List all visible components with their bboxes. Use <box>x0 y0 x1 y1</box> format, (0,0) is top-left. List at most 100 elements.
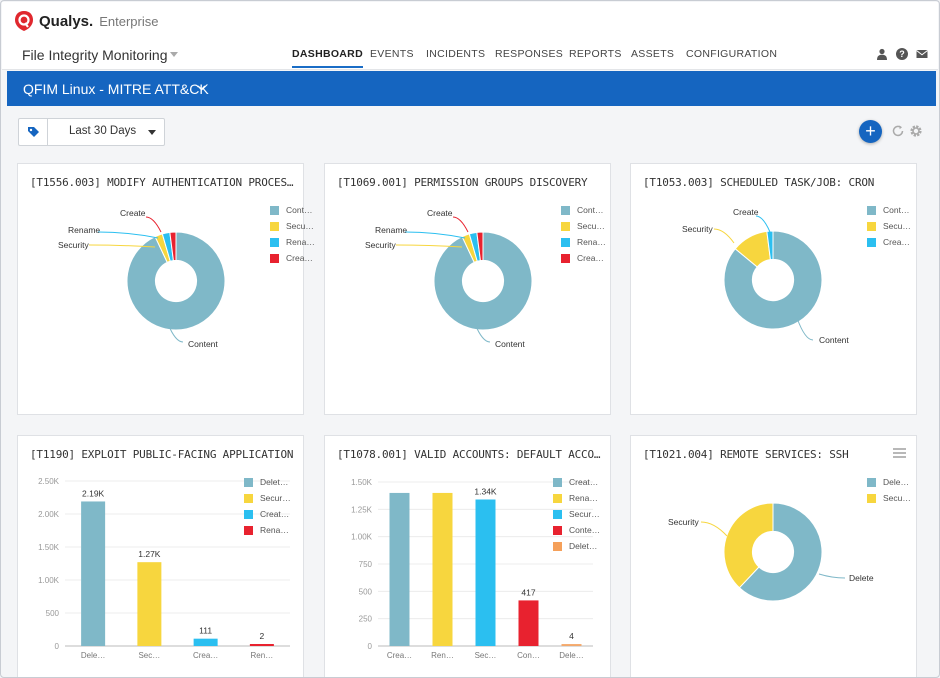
module-title[interactable]: File Integrity Monitoring <box>22 47 168 63</box>
legend-item[interactable]: Secu… <box>867 218 911 234</box>
tag-filter-button[interactable] <box>19 119 48 145</box>
bar[interactable] <box>561 644 582 646</box>
bar-data-label: 4 <box>569 631 574 641</box>
legend-item[interactable]: Cont… <box>867 202 911 218</box>
brand-logo[interactable]: Qualys. Enterprise <box>14 10 158 32</box>
legend-item[interactable]: Rena… <box>270 234 315 250</box>
bar[interactable] <box>193 638 218 646</box>
pie-slice[interactable] <box>766 230 774 261</box>
legend-item[interactable]: Rena… <box>553 490 600 506</box>
slice-label: Delete <box>849 573 874 583</box>
pie-slice[interactable] <box>738 502 823 602</box>
legend-item[interactable]: Rena… <box>561 234 606 250</box>
chart-legend: Delet… Secur… Creat… Rena… <box>244 474 291 538</box>
bar[interactable] <box>475 499 496 646</box>
user-icon[interactable] <box>876 48 888 60</box>
dashboard-name[interactable]: QFIM Linux - MITRE ATT&CK <box>23 81 209 97</box>
legend-item[interactable]: Crea… <box>561 250 606 266</box>
widget-card[interactable]: [T1021.004] REMOTE SERVICES: SSH Delete Se… <box>630 435 917 677</box>
widget-card[interactable]: [T1069.001] PERMISSION GROUPS DISCOVERY C… <box>324 163 611 415</box>
bar[interactable] <box>81 501 106 646</box>
nav-incidents[interactable]: INCIDENTS <box>426 48 486 60</box>
legend-item[interactable]: Cont… <box>270 202 315 218</box>
bar-data-label: 2 <box>260 631 265 641</box>
legend-item[interactable]: Creat… <box>244 506 291 522</box>
legend-swatch <box>561 221 570 231</box>
widget-title: [T1053.003] SCHEDULED TASK/JOB: CRON <box>643 176 875 189</box>
pie-slice[interactable] <box>723 230 823 330</box>
slice-label: Rename <box>68 225 100 235</box>
nav-dashboard[interactable]: DASHBOARD <box>292 48 363 68</box>
chevron-down-icon[interactable] <box>197 83 206 92</box>
bar[interactable] <box>389 492 410 646</box>
legend-item[interactable]: Crea… <box>867 234 911 250</box>
pie-slice[interactable] <box>723 502 774 589</box>
bar[interactable] <box>249 644 274 646</box>
widget-title: [T1021.004] REMOTE SERVICES: SSH <box>643 448 849 461</box>
y-tick-label: 1.50K <box>38 543 60 552</box>
refresh-icon[interactable] <box>891 124 905 138</box>
hamburger-menu-icon[interactable] <box>893 448 906 458</box>
legend-item[interactable]: Cont… <box>561 202 606 218</box>
nav-events[interactable]: EVENTS <box>370 48 414 60</box>
slice-connector <box>713 228 735 244</box>
x-tick-label: Con… <box>517 651 540 660</box>
legend-item[interactable]: Crea… <box>270 250 315 266</box>
pie-slice[interactable] <box>169 231 177 262</box>
slice-label: Create <box>120 208 146 218</box>
legend-item[interactable]: Secu… <box>561 218 606 234</box>
legend-item[interactable]: Creat… <box>553 474 600 490</box>
pie-slice[interactable] <box>126 231 226 331</box>
bar[interactable] <box>432 492 453 646</box>
tag-icon <box>27 126 39 137</box>
legend-swatch <box>270 205 279 215</box>
nav-reports[interactable]: REPORTS <box>569 48 622 60</box>
slice-connector <box>97 231 159 239</box>
legend-label: Creat… <box>569 477 599 487</box>
legend-swatch <box>867 477 876 487</box>
legend-item[interactable]: Delet… <box>553 538 600 554</box>
slice-label: Security <box>668 517 699 527</box>
slice-connector <box>88 244 156 248</box>
slice-connector <box>145 216 162 233</box>
caret-down-icon[interactable] <box>148 130 156 135</box>
date-range-select[interactable]: Last 30 Days <box>69 125 137 137</box>
legend-item[interactable]: Secur… <box>244 490 291 506</box>
widget-title: [T1078.001] VALID ACCOUNTS: DEFAULT ACCO… <box>337 448 601 461</box>
nav-responses[interactable]: RESPONSES <box>495 48 564 60</box>
legend-item[interactable]: Conte… <box>553 522 600 538</box>
nav-configuration[interactable]: CONFIGURATION <box>686 48 778 60</box>
help-icon[interactable]: ? <box>896 48 908 60</box>
legend-item[interactable]: Secur… <box>553 506 600 522</box>
y-tick-label: 1.00K <box>351 533 373 542</box>
legend-item[interactable]: Secu… <box>867 490 911 506</box>
legend-swatch <box>553 477 562 487</box>
pie-slice[interactable] <box>476 231 484 262</box>
y-tick-label: 750 <box>359 560 373 569</box>
module-switch-caret-icon[interactable] <box>170 52 178 57</box>
x-tick-label: Dele… <box>559 651 583 660</box>
legend-swatch <box>244 525 253 535</box>
mail-icon[interactable] <box>916 48 928 60</box>
gear-icon[interactable] <box>909 124 923 138</box>
legend-swatch <box>867 221 876 231</box>
legend-item[interactable]: Delet… <box>244 474 291 490</box>
widget-card[interactable]: [T1556.003] MODIFY AUTHENTICATION PROCES… <box>17 163 315 415</box>
legend-label: Creat… <box>260 509 290 519</box>
x-tick-label: Ren… <box>431 651 454 660</box>
legend-item[interactable]: Dele… <box>867 474 911 490</box>
widget-card[interactable]: [T1078.001] VALID ACCOUNTS: DEFAULT ACCO… <box>324 435 611 677</box>
slice-label: Security <box>365 240 396 250</box>
legend-item[interactable]: Secu… <box>270 218 315 234</box>
pie-slice[interactable] <box>433 231 533 331</box>
bar[interactable] <box>137 562 162 646</box>
legend-swatch <box>244 509 253 519</box>
chart-legend: Cont… Secu… Rena… Crea… <box>561 202 606 266</box>
bar[interactable] <box>518 600 539 646</box>
legend-item[interactable]: Rena… <box>244 522 291 538</box>
slice-connector <box>818 573 846 579</box>
widget-card[interactable]: [T1053.003] SCHEDULED TASK/JOB: CRON Cont… <box>630 163 917 415</box>
widget-card[interactable]: [T1190] EXPLOIT PUBLIC-FACING APPLICATIO… <box>17 435 304 677</box>
nav-assets[interactable]: ASSETS <box>631 48 675 60</box>
add-widget-button[interactable]: + <box>859 120 882 143</box>
